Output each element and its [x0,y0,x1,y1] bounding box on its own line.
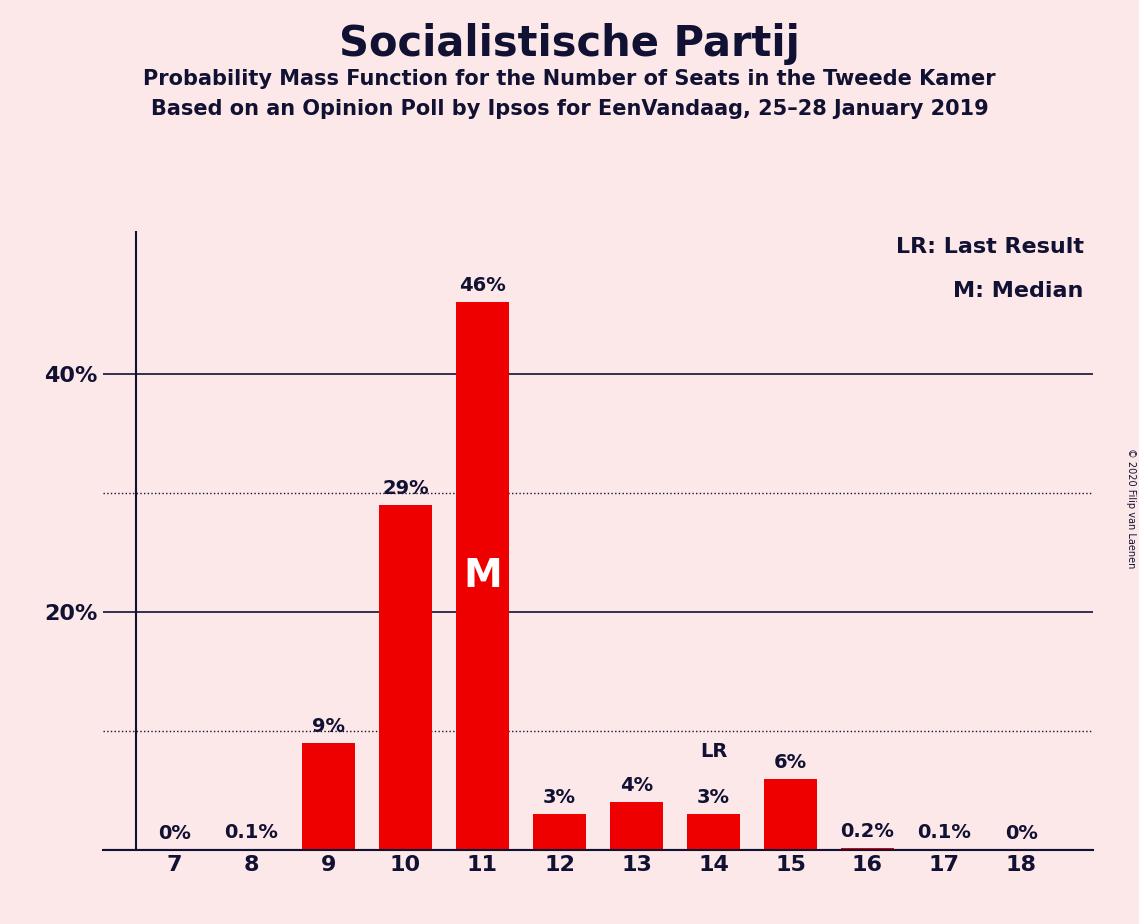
Bar [918,849,972,850]
Bar [687,814,740,850]
Text: 9%: 9% [312,717,345,736]
Bar [841,847,894,850]
Text: M: M [464,557,502,595]
Text: 3%: 3% [543,788,576,808]
Text: M: Median: M: Median [953,281,1083,300]
Bar [763,779,818,850]
Bar [224,849,278,850]
Text: 29%: 29% [383,479,428,498]
Text: LR: LR [699,742,727,760]
Text: © 2020 Filip van Laenen: © 2020 Filip van Laenen [1126,448,1136,568]
Text: 0.2%: 0.2% [841,821,894,841]
Bar [378,505,433,850]
Text: LR: Last Result: LR: Last Result [895,237,1083,257]
Text: 0%: 0% [158,824,191,843]
Text: 3%: 3% [697,788,730,808]
Text: Based on an Opinion Poll by Ipsos for EenVandaag, 25–28 January 2019: Based on an Opinion Poll by Ipsos for Ee… [150,99,989,119]
Bar [609,802,663,850]
Text: 46%: 46% [459,276,506,296]
Bar [302,743,355,850]
Text: 0.1%: 0.1% [224,822,278,842]
Text: Probability Mass Function for the Number of Seats in the Tweede Kamer: Probability Mass Function for the Number… [144,69,995,90]
Text: 0.1%: 0.1% [918,822,972,842]
Bar [533,814,587,850]
Text: Socialistische Partij: Socialistische Partij [339,23,800,65]
Text: 4%: 4% [620,776,653,796]
Text: 6%: 6% [773,752,808,772]
Text: 0%: 0% [1005,824,1038,843]
Bar [456,302,509,850]
